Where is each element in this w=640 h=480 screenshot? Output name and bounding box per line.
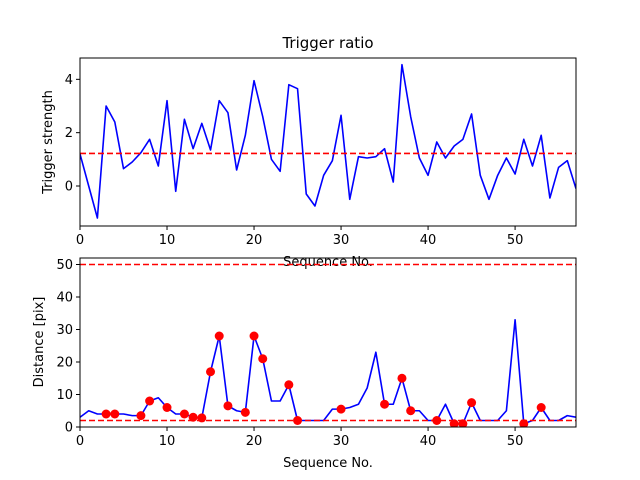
data-point [214, 331, 224, 341]
x-tick-label: 50 [507, 233, 524, 248]
x-axis-label: Sequence No. [283, 456, 373, 471]
y-axis-label: Distance [pix] [32, 297, 47, 388]
data-point [249, 331, 259, 341]
x-tick-label: 30 [333, 434, 350, 449]
series-line [80, 63, 576, 219]
x-tick-label: 0 [76, 233, 84, 248]
y-tick-label: 10 [56, 388, 73, 403]
x-tick-label: 10 [159, 233, 176, 248]
axes-frame [79, 57, 577, 227]
y-tick-label: 4 [65, 73, 73, 88]
y-tick-label: 2 [65, 126, 73, 141]
x-axis-label: Sequence No. [283, 255, 373, 270]
data-point [258, 354, 268, 364]
x-tick-label: 0 [76, 434, 84, 449]
y-tick-label: 0 [65, 180, 73, 195]
data-point [336, 404, 346, 414]
x-tick-label: 40 [420, 434, 437, 449]
plot-content [80, 63, 576, 219]
series-line [80, 318, 576, 425]
data-point [110, 409, 120, 419]
chart-title: Trigger ratio [281, 34, 373, 52]
plot-area: 0 10 20 30 40 50 0 2 4 [65, 57, 577, 248]
y-axis-label: Trigger strength [41, 90, 56, 195]
x-tick-label: 10 [159, 434, 176, 449]
trigger-ratio-chart: Trigger ratio Trigger strength Sequence … [41, 34, 577, 270]
data-point [406, 406, 416, 416]
y-tick-label: 30 [56, 323, 73, 338]
data-point [206, 367, 216, 377]
data-point [145, 396, 155, 406]
distance-chart: Distance [pix] Sequence No. 0 10 20 30 40 500… [32, 257, 577, 471]
data-point [467, 398, 477, 408]
plot-content [80, 263, 576, 427]
data-point [188, 412, 198, 422]
x-tick-label: 30 [333, 233, 350, 248]
data-point [179, 409, 189, 419]
data-point [101, 409, 111, 419]
x-tick-label: 20 [246, 434, 263, 449]
y-tick-label: 20 [56, 356, 73, 371]
data-point [380, 399, 390, 409]
data-point [284, 380, 294, 390]
data-point [223, 401, 233, 411]
y-tick-label: 40 [56, 291, 73, 306]
data-point [136, 411, 146, 421]
y-tick-label: 50 [56, 258, 73, 273]
data-point [240, 407, 250, 417]
data-point [536, 403, 546, 412]
data-point [162, 403, 172, 412]
x-tick-label: 40 [420, 233, 437, 248]
axes-frame [79, 257, 577, 428]
x-tick-label: 50 [507, 434, 524, 449]
plot-area: 0 10 20 30 40 50 0 10 20 30 40 50 [56, 257, 577, 449]
x-tick-label: 20 [246, 233, 263, 248]
y-tick-label: 0 [65, 421, 73, 436]
data-point [397, 373, 407, 383]
